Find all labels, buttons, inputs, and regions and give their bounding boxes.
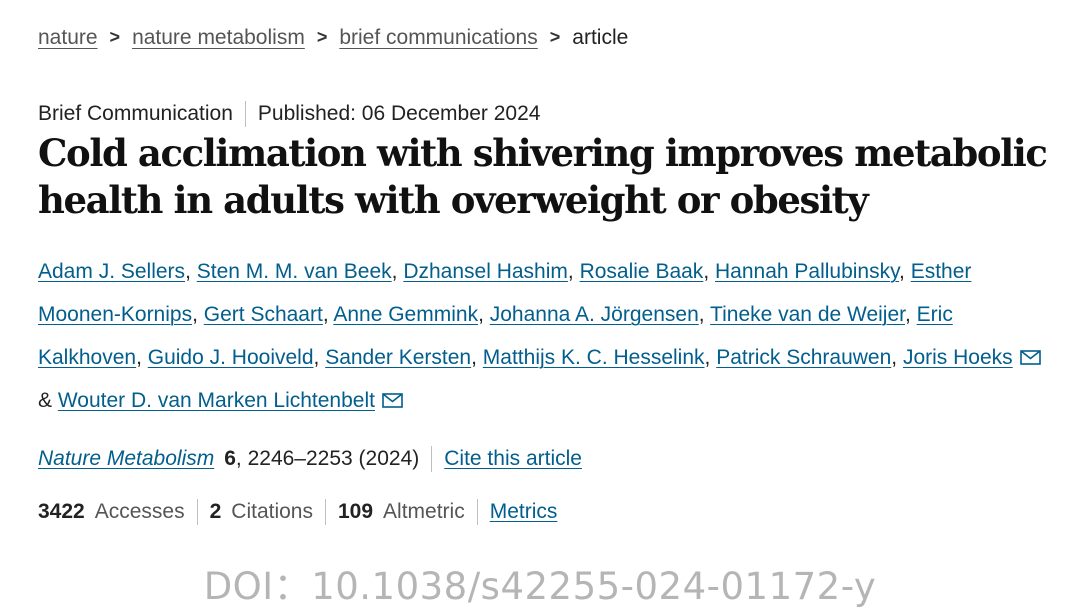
altmetric-label: Altmetric bbox=[383, 500, 465, 523]
author-link[interactable]: Esther Moonen-Kornips bbox=[38, 260, 972, 326]
author-separator bbox=[1013, 346, 1019, 369]
divider bbox=[196, 499, 198, 525]
author-separator: , bbox=[391, 260, 404, 283]
accesses-label: Accesses bbox=[94, 500, 185, 523]
article-title: Cold acclimation with shivering improves… bbox=[38, 131, 1048, 222]
breadcrumb-nature[interactable]: nature bbox=[38, 26, 98, 49]
author-separator: , bbox=[899, 260, 911, 283]
divider bbox=[324, 499, 326, 525]
altmetric-count: 109 bbox=[337, 500, 374, 523]
author-separator: , bbox=[322, 303, 334, 326]
author-link[interactable]: Patrick Schrauwen bbox=[716, 346, 892, 369]
metrics-link[interactable]: Metrics bbox=[489, 500, 558, 523]
author-separator: , bbox=[185, 260, 197, 283]
author-link[interactable]: Gert Schaart bbox=[203, 303, 323, 326]
cite-article-link[interactable]: Cite this article bbox=[444, 447, 582, 470]
published-date: Published: 06 December 2024 bbox=[257, 102, 541, 125]
author-link[interactable]: Rosalie Baak bbox=[579, 260, 704, 283]
author-links: Adam J. Sellers, Sten M. M. van Beek, Dz… bbox=[38, 260, 1019, 369]
author-separator: , bbox=[567, 260, 580, 283]
author-separator: , bbox=[904, 303, 917, 326]
article-metrics: 3422 Accesses 2 Citations 109 Altmetric … bbox=[38, 499, 557, 525]
author-conjunction: & bbox=[38, 389, 53, 412]
journal-pages: , 2246–2253 (2024) bbox=[235, 447, 420, 470]
journal-volume: 6 bbox=[224, 447, 236, 470]
mail-icon[interactable] bbox=[382, 393, 403, 408]
author-link[interactable]: Dzhansel Hashim bbox=[403, 260, 568, 283]
breadcrumb-brief-communications[interactable]: brief communications bbox=[339, 26, 538, 49]
author-link[interactable]: Tineke van de Weijer bbox=[710, 303, 905, 326]
breadcrumb: nature > nature metabolism > brief commu… bbox=[38, 26, 628, 50]
citations-label: Citations bbox=[231, 500, 313, 523]
author-link[interactable]: Guido J. Hooiveld bbox=[147, 346, 314, 369]
author-separator: , bbox=[478, 303, 490, 326]
chevron-right-icon: > bbox=[109, 26, 121, 47]
accesses-count: 3422 bbox=[38, 500, 85, 523]
author-link[interactable]: Joris Hoeks bbox=[902, 346, 1013, 369]
article-type: Brief Communication bbox=[38, 102, 233, 125]
chevron-right-icon: > bbox=[316, 26, 328, 47]
breadcrumb-nature-metabolism[interactable]: nature metabolism bbox=[132, 26, 305, 49]
author-link[interactable]: Johanna A. Jörgensen bbox=[489, 303, 699, 326]
journal-name-link[interactable]: Nature Metabolism bbox=[38, 447, 215, 470]
doi-caption: DOI：10.1038/s42255-024-01172-y bbox=[203, 565, 877, 608]
citations-count: 2 bbox=[209, 500, 222, 523]
divider bbox=[476, 499, 478, 525]
author-separator: , bbox=[891, 346, 903, 369]
chevron-right-icon: > bbox=[549, 26, 561, 47]
author-link[interactable]: Sander Kersten bbox=[325, 346, 472, 369]
author-link[interactable]: Matthijs K. C. Hesselink bbox=[482, 346, 705, 369]
author-separator: , bbox=[703, 260, 715, 283]
author-separator: , bbox=[136, 346, 148, 369]
author-list: Adam J. Sellers, Sten M. M. van Beek, Dz… bbox=[38, 250, 1058, 422]
article-meta: Brief Communication Published: 06 Decemb… bbox=[38, 101, 540, 127]
author-link[interactable]: Anne Gemmink bbox=[333, 303, 479, 326]
divider bbox=[244, 101, 246, 127]
author-link[interactable]: Eric Kalkhoven bbox=[38, 303, 953, 369]
journal-info: Nature Metabolism 6 , 2246–2253 (2024) C… bbox=[38, 446, 582, 472]
author-separator: , bbox=[313, 346, 326, 369]
divider bbox=[431, 446, 433, 472]
mail-icon[interactable] bbox=[1019, 350, 1041, 365]
author-link[interactable]: Wouter D. van Marken Lichtenbelt bbox=[57, 389, 375, 412]
author-separator: , bbox=[192, 303, 204, 326]
author-link[interactable]: Hannah Pallubinsky bbox=[714, 260, 900, 283]
breadcrumb-current: article bbox=[572, 26, 629, 49]
author-link[interactable]: Sten M. M. van Beek bbox=[196, 260, 392, 283]
author-link[interactable]: Adam J. Sellers bbox=[38, 260, 186, 283]
author-separator: , bbox=[471, 346, 483, 369]
author-separator: , bbox=[698, 303, 711, 326]
author-separator: , bbox=[704, 346, 717, 369]
